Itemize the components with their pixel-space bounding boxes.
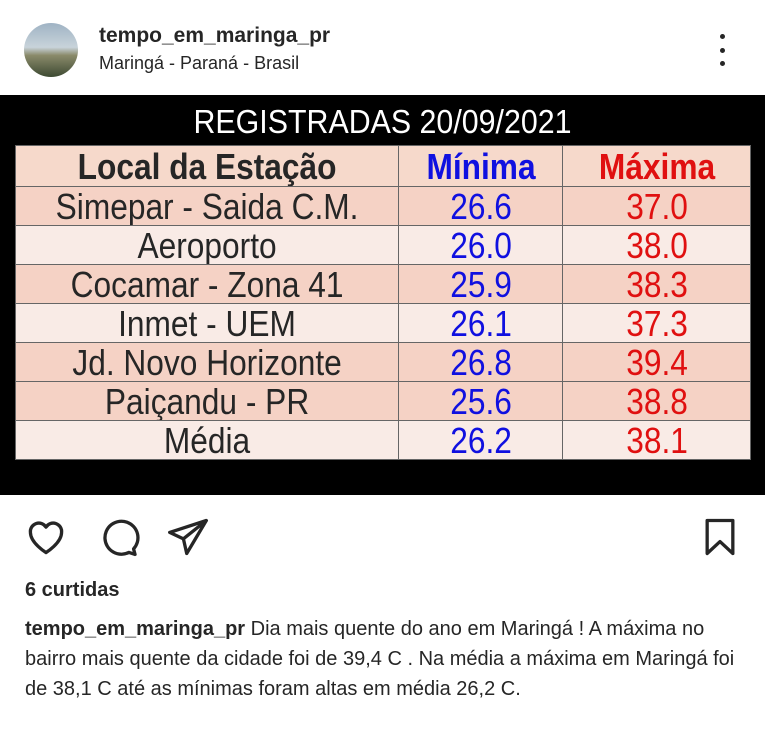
comment-icon[interactable] <box>96 515 140 559</box>
table-row: Jd. Novo Horizonte 26.8 39.4 <box>15 342 751 382</box>
location-link[interactable]: Maringá - Paraná - Brasil <box>99 53 300 73</box>
share-icon[interactable] <box>166 515 210 559</box>
min-value: 26.8 <box>449 342 512 382</box>
station-name: Média <box>163 420 250 460</box>
max-value: 38.3 <box>625 264 688 304</box>
min-value: 26.0 <box>449 225 512 265</box>
table-row: Paiçandu - PR 25.6 38.8 <box>15 381 751 421</box>
station-name: Paiçandu - PR <box>104 381 309 421</box>
caption-text: Dia mais quente do ano em Maringá ! A má… <box>25 618 735 700</box>
max-value: 38.1 <box>625 420 688 460</box>
max-value: 38.8 <box>625 381 688 421</box>
min-value: 26.2 <box>449 420 512 460</box>
column-header-max: Máxima <box>598 145 715 187</box>
table-title: REGISTRADAS 20/09/2021 <box>193 103 572 140</box>
table-row: Inmet - UEM 26.1 37.3 <box>15 303 751 343</box>
column-header-station: Local da Estação <box>77 145 337 187</box>
action-bar <box>0 515 765 559</box>
station-name: Cocamar - Zona 41 <box>70 264 344 304</box>
temperature-table: Local da Estação Mínima Máxima Simepar -… <box>15 145 751 460</box>
table-row: Cocamar - Zona 41 25.9 38.3 <box>15 264 751 304</box>
table-row: Simepar - Saida C.M. 26.6 37.0 <box>15 186 751 226</box>
bookmark-icon[interactable] <box>698 515 742 559</box>
username-link[interactable]: tempo_em_maringa_pr <box>99 24 331 47</box>
more-options-icon[interactable] <box>714 34 730 66</box>
max-value: 37.0 <box>625 186 688 226</box>
min-value: 26.6 <box>449 186 512 226</box>
min-value: 26.1 <box>449 303 512 343</box>
post-header: tempo_em_maringa_pr Maringá - Paraná - B… <box>0 0 765 95</box>
station-name: Jd. Novo Horizonte <box>72 342 342 382</box>
station-name: Inmet - UEM <box>117 303 296 343</box>
column-header-min: Mínima <box>425 145 536 187</box>
table-header-row: Local da Estação Mínima Máxima <box>15 145 751 187</box>
max-value: 39.4 <box>625 342 688 382</box>
heart-icon[interactable] <box>24 515 68 559</box>
station-name: Aeroporto <box>137 225 277 265</box>
min-value: 25.6 <box>449 381 512 421</box>
table-row-average: Média 26.2 38.1 <box>15 420 751 460</box>
likes-count[interactable]: 6 curtidas <box>25 579 120 601</box>
station-name: Simepar - Saida C.M. <box>55 186 359 226</box>
min-value: 25.9 <box>449 264 512 304</box>
max-value: 38.0 <box>625 225 688 265</box>
caption: tempo_em_maringa_pr Dia mais quente do a… <box>25 614 745 704</box>
max-value: 37.3 <box>625 303 688 343</box>
table-row: Aeroporto 26.0 38.0 <box>15 225 751 265</box>
caption-username[interactable]: tempo_em_maringa_pr <box>25 618 246 640</box>
post-image: REGISTRADAS 20/09/2021 Local da Estação … <box>0 95 765 495</box>
avatar[interactable] <box>24 23 78 77</box>
